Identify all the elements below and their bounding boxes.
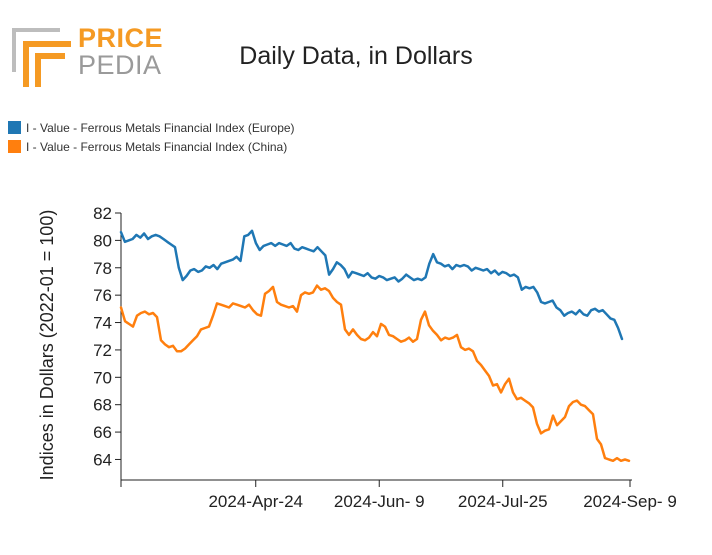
y-tick-label: 76 (93, 286, 112, 305)
y-tick-label: 72 (93, 341, 112, 360)
y-tick-label: 64 (93, 450, 112, 469)
x-tick-label: 2024-Jul-25 (458, 492, 548, 511)
series-line-china[interactable] (119, 284, 631, 463)
axes: 82 80 78 76 74 72 70 68 66 64 2024-Apr-24 2024-Jun-… (93, 204, 677, 511)
series-layer (119, 229, 631, 463)
chart-title: Daily Data, in Dollars (239, 42, 473, 70)
x-tick-label: 2024-Apr-24 (208, 492, 303, 511)
y-tick-label: 68 (93, 396, 112, 415)
legend-swatch-china (8, 140, 21, 153)
pricepedia-logo: PRICE PEDIA (8, 22, 164, 88)
y-axis-title: Indices in Dollars (2022-01 = 100) (37, 210, 57, 481)
legend: I - Value - Ferrous Metals Financial Ind… (8, 118, 295, 156)
legend-item-china[interactable]: I - Value - Ferrous Metals Financial Ind… (8, 137, 295, 156)
y-tick-label: 78 (93, 259, 112, 278)
legend-label-europe: I - Value - Ferrous Metals Financial Ind… (26, 120, 295, 135)
logo-word-price: PRICE (78, 23, 164, 53)
legend-swatch-europe (8, 121, 21, 134)
y-tick-label: 70 (93, 368, 112, 387)
y-tick-label: 82 (93, 204, 112, 223)
x-tick-label: 2024-Sep- 9 (583, 492, 677, 511)
y-tick-label: 74 (93, 314, 112, 333)
legend-item-europe[interactable]: I - Value - Ferrous Metals Financial Ind… (8, 118, 295, 137)
legend-label-china: I - Value - Ferrous Metals Financial Ind… (26, 139, 288, 154)
logo-word-pedia: PEDIA (78, 50, 162, 80)
series-line-europe[interactable] (119, 229, 624, 341)
y-tick-label: 66 (93, 423, 112, 442)
y-tick-label: 80 (93, 231, 112, 250)
x-tick-label: 2024-Jun- 9 (334, 492, 425, 511)
logo-mark-icon (12, 28, 71, 87)
